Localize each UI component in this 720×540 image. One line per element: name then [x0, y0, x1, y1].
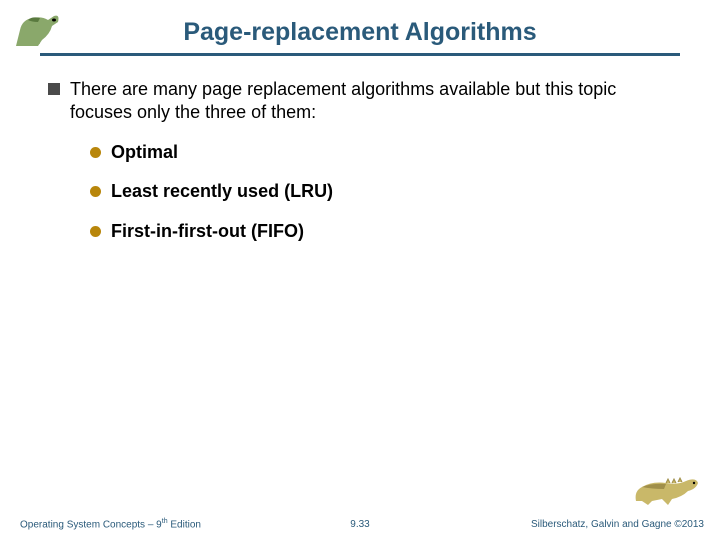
- dinosaur-top-icon: [10, 6, 66, 55]
- slide-header: Page-replacement Algorithms: [0, 0, 720, 56]
- circle-bullet-icon: [90, 186, 101, 197]
- bullet-level2: First-in-first-out (FIFO): [90, 220, 672, 243]
- title-underline: [40, 53, 680, 56]
- bullet-level1: There are many page replacement algorith…: [48, 78, 672, 125]
- dinosaur-bottom-icon: [632, 469, 702, 514]
- footer-right: Silberschatz, Galvin and Gagne ©2013: [531, 519, 704, 530]
- item-text: First-in-first-out (FIFO): [111, 220, 304, 243]
- bullet-level2: Least recently used (LRU): [90, 180, 672, 203]
- bullet-level2: Optimal: [90, 141, 672, 164]
- square-bullet-icon: [48, 83, 60, 95]
- intro-text: There are many page replacement algorith…: [70, 78, 672, 125]
- item-text: Least recently used (LRU): [111, 180, 333, 203]
- item-text: Optimal: [111, 141, 178, 164]
- circle-bullet-icon: [90, 226, 101, 237]
- footer-year: 2013: [682, 519, 704, 530]
- slide: Page-replacement Algorithms There are ma…: [0, 0, 720, 540]
- slide-title: Page-replacement Algorithms: [0, 12, 720, 53]
- circle-bullet-icon: [90, 147, 101, 158]
- slide-content: There are many page replacement algorith…: [0, 56, 720, 243]
- footer-authors: Silberschatz, Galvin and Gagne: [531, 519, 674, 530]
- footer-copyright-symbol: ©: [674, 519, 681, 530]
